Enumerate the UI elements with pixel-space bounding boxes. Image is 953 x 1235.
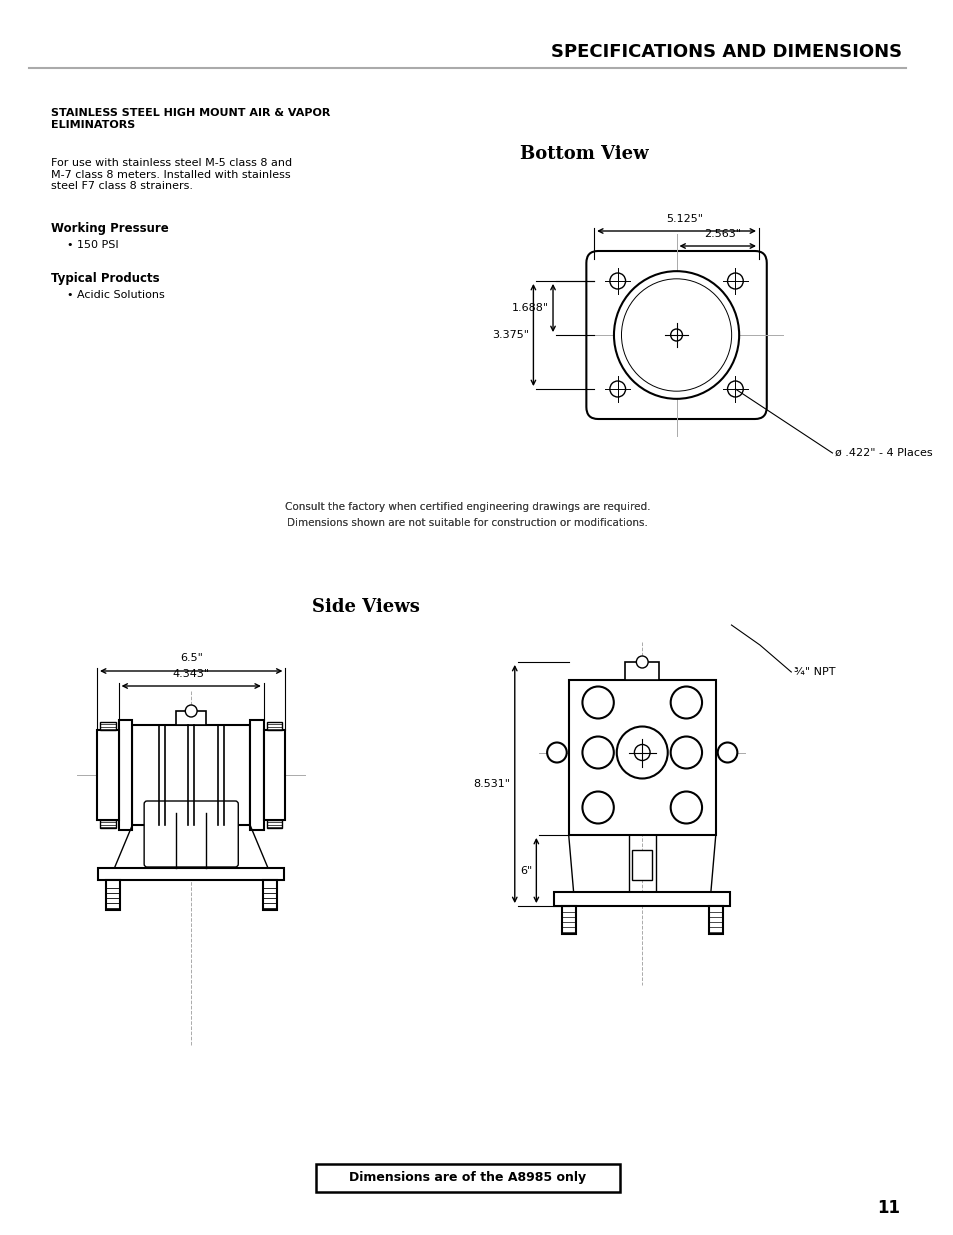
Circle shape bbox=[634, 745, 649, 761]
Circle shape bbox=[727, 382, 742, 396]
Text: Typical Products: Typical Products bbox=[51, 272, 159, 285]
Circle shape bbox=[670, 792, 701, 824]
Text: Side Views: Side Views bbox=[312, 598, 419, 616]
Bar bbox=[554, 892, 730, 906]
Bar bbox=[176, 813, 206, 868]
Circle shape bbox=[717, 742, 737, 762]
Bar bbox=[624, 662, 659, 680]
Bar bbox=[118, 720, 132, 830]
Ellipse shape bbox=[620, 279, 731, 391]
Circle shape bbox=[636, 656, 647, 668]
Bar bbox=[132, 725, 250, 825]
Circle shape bbox=[727, 273, 742, 289]
Circle shape bbox=[616, 726, 667, 778]
Text: 5.125": 5.125" bbox=[665, 214, 702, 224]
Text: STAINLESS STEEL HIGH MOUNT AIR & VAPOR
ELIMINATORS: STAINLESS STEEL HIGH MOUNT AIR & VAPOR E… bbox=[51, 107, 330, 130]
Bar bbox=[176, 711, 206, 725]
Bar bbox=[263, 730, 285, 820]
Bar bbox=[267, 722, 282, 730]
Bar bbox=[315, 1165, 619, 1192]
Text: ¾" NPT: ¾" NPT bbox=[794, 667, 835, 677]
Bar bbox=[106, 881, 119, 910]
Circle shape bbox=[609, 382, 625, 396]
Circle shape bbox=[670, 736, 701, 768]
Text: Consult the factory when certified engineering drawings are required.: Consult the factory when certified engin… bbox=[285, 501, 650, 513]
Circle shape bbox=[670, 687, 701, 719]
Text: Dimensions shown are not suitable for construction or modifications.: Dimensions shown are not suitable for co… bbox=[287, 517, 647, 529]
FancyBboxPatch shape bbox=[586, 251, 766, 419]
Circle shape bbox=[185, 705, 197, 718]
Bar bbox=[568, 680, 715, 835]
Text: • 150 PSI: • 150 PSI bbox=[67, 240, 118, 249]
Bar bbox=[632, 850, 651, 881]
Text: Consult the factory when certified engineering drawings are required.: Consult the factory when certified engin… bbox=[285, 501, 650, 513]
Text: 6": 6" bbox=[519, 866, 532, 876]
Circle shape bbox=[547, 742, 566, 762]
Bar bbox=[97, 730, 118, 820]
Text: • Acidic Solutions: • Acidic Solutions bbox=[67, 290, 164, 300]
Bar bbox=[262, 881, 276, 910]
Bar bbox=[561, 906, 575, 934]
Text: Dimensions are of the A8985 only: Dimensions are of the A8985 only bbox=[349, 1172, 586, 1184]
Text: Bottom View: Bottom View bbox=[519, 144, 648, 163]
Text: 8.531": 8.531" bbox=[473, 779, 509, 789]
Bar bbox=[100, 820, 115, 827]
Ellipse shape bbox=[614, 272, 739, 399]
Text: SPECIFICATIONS AND DIMENSIONS: SPECIFICATIONS AND DIMENSIONS bbox=[551, 43, 902, 61]
Text: 11: 11 bbox=[876, 1199, 900, 1216]
Text: 3.375": 3.375" bbox=[492, 330, 529, 340]
Text: Working Pressure: Working Pressure bbox=[51, 222, 169, 235]
Bar bbox=[708, 906, 721, 934]
Text: For use with stainless steel M-5 class 8 and
M-7 class 8 meters. Installed with : For use with stainless steel M-5 class 8… bbox=[51, 158, 292, 191]
Text: 1.688": 1.688" bbox=[512, 303, 549, 312]
Text: 2.563": 2.563" bbox=[703, 228, 740, 240]
Text: 6.5": 6.5" bbox=[179, 653, 202, 663]
Text: ø .422" - 4 Places: ø .422" - 4 Places bbox=[835, 448, 932, 458]
Bar bbox=[98, 868, 284, 881]
Circle shape bbox=[609, 273, 625, 289]
Text: 4.343": 4.343" bbox=[172, 669, 210, 679]
Circle shape bbox=[582, 736, 613, 768]
Bar bbox=[250, 720, 263, 830]
Bar bbox=[100, 722, 115, 730]
Circle shape bbox=[582, 687, 613, 719]
Circle shape bbox=[670, 329, 681, 341]
FancyBboxPatch shape bbox=[144, 802, 238, 867]
Text: Dimensions shown are not suitable for construction or modifications.: Dimensions shown are not suitable for co… bbox=[287, 517, 647, 529]
Bar bbox=[267, 820, 282, 827]
Circle shape bbox=[582, 792, 613, 824]
